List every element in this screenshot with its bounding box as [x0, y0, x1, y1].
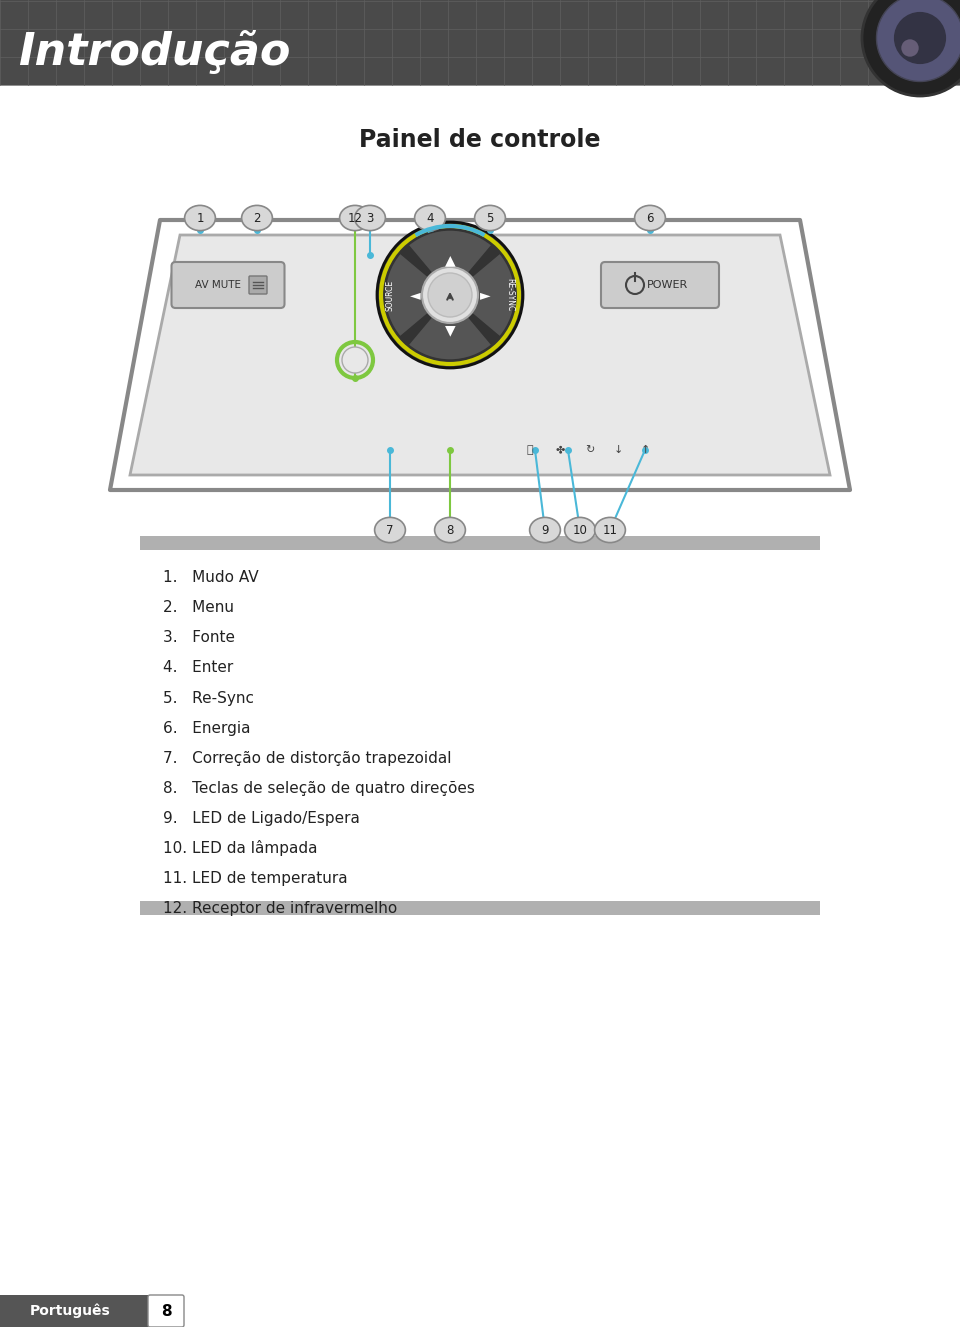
Text: 3: 3: [367, 211, 373, 224]
Text: 8.   Teclas de seleção de quatro direções: 8. Teclas de seleção de quatro direções: [163, 780, 475, 795]
Ellipse shape: [242, 206, 273, 231]
Text: ◄: ◄: [410, 288, 420, 303]
Text: ⏻: ⏻: [527, 445, 534, 455]
Text: 8: 8: [160, 1303, 171, 1319]
Text: 6.   Energia: 6. Energia: [163, 721, 251, 735]
Ellipse shape: [354, 206, 385, 231]
FancyBboxPatch shape: [249, 276, 267, 295]
Ellipse shape: [635, 206, 665, 231]
Text: 2: 2: [253, 211, 261, 224]
Text: 5.   Re-Sync: 5. Re-Sync: [163, 690, 254, 706]
FancyBboxPatch shape: [172, 261, 284, 308]
FancyBboxPatch shape: [140, 901, 820, 916]
Circle shape: [862, 0, 960, 96]
Text: 4: 4: [426, 211, 434, 224]
Polygon shape: [130, 235, 830, 475]
Ellipse shape: [415, 206, 445, 231]
Text: 3.   Fonte: 3. Fonte: [163, 630, 235, 645]
Text: RE-SYNC: RE-SYNC: [506, 279, 515, 312]
Text: 11. LED de temperatura: 11. LED de temperatura: [163, 871, 348, 885]
Text: 4.   Enter: 4. Enter: [163, 661, 233, 675]
Text: ►: ►: [480, 288, 491, 303]
Text: Painel de controle: Painel de controle: [359, 127, 601, 153]
Text: 2.   Menu: 2. Menu: [163, 601, 234, 616]
Circle shape: [342, 346, 368, 373]
Circle shape: [428, 273, 472, 317]
Text: AV MUTE: AV MUTE: [195, 280, 241, 291]
Text: 1.   Mudo AV: 1. Mudo AV: [163, 571, 258, 585]
Text: 7.   Correção de distorção trapezoidal: 7. Correção de distorção trapezoidal: [163, 751, 451, 766]
Text: Português: Português: [30, 1303, 110, 1318]
Circle shape: [422, 267, 478, 322]
Text: 1: 1: [196, 211, 204, 224]
Circle shape: [901, 40, 919, 57]
Text: 7: 7: [386, 523, 394, 536]
Circle shape: [876, 0, 960, 81]
Text: 12. Receptor de infravermelho: 12. Receptor de infravermelho: [163, 901, 397, 916]
Text: 10: 10: [572, 523, 588, 536]
Ellipse shape: [184, 206, 215, 231]
Text: Introdução: Introdução: [18, 31, 291, 74]
Text: 5: 5: [487, 211, 493, 224]
Text: ↓: ↓: [613, 445, 623, 455]
Text: POWER: POWER: [647, 280, 688, 291]
FancyBboxPatch shape: [601, 261, 719, 308]
Text: 6: 6: [646, 211, 654, 224]
Wedge shape: [385, 253, 450, 337]
Text: 10. LED da lâmpada: 10. LED da lâmpada: [163, 840, 318, 856]
Wedge shape: [408, 230, 492, 295]
Text: ↑: ↑: [640, 445, 650, 455]
Text: 12: 12: [348, 211, 363, 224]
Text: 9: 9: [541, 523, 549, 536]
Ellipse shape: [594, 518, 625, 543]
Text: ✤: ✤: [555, 445, 564, 455]
Ellipse shape: [530, 518, 561, 543]
Text: 11: 11: [603, 523, 617, 536]
Text: ▼: ▼: [444, 322, 455, 337]
Ellipse shape: [564, 518, 595, 543]
Wedge shape: [408, 295, 492, 360]
FancyBboxPatch shape: [140, 536, 820, 549]
Ellipse shape: [374, 518, 405, 543]
Circle shape: [377, 222, 523, 368]
Polygon shape: [0, 0, 960, 85]
Ellipse shape: [474, 206, 505, 231]
Text: 8: 8: [446, 523, 454, 536]
Polygon shape: [0, 1295, 170, 1327]
Ellipse shape: [340, 206, 371, 231]
Ellipse shape: [435, 518, 466, 543]
Circle shape: [894, 12, 947, 64]
Text: ↻: ↻: [586, 445, 594, 455]
FancyBboxPatch shape: [148, 1295, 184, 1327]
Text: 9.   LED de Ligado/Espera: 9. LED de Ligado/Espera: [163, 811, 360, 825]
Wedge shape: [450, 253, 515, 337]
Text: ▲: ▲: [444, 253, 455, 267]
Text: SOURCE: SOURCE: [386, 280, 395, 311]
